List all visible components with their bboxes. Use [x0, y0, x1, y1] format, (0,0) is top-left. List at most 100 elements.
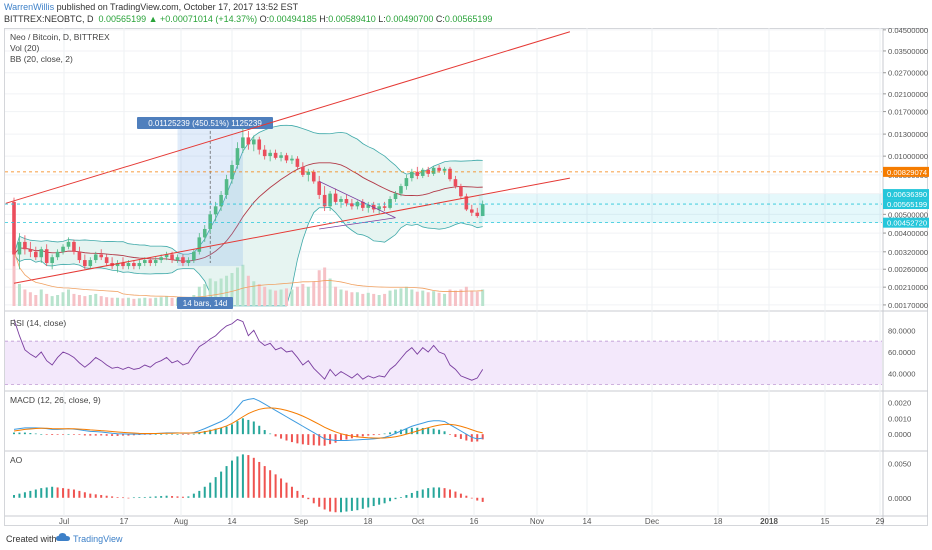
candle-body — [257, 139, 262, 150]
ao-bar — [405, 495, 408, 498]
macd-histogram-bar — [470, 434, 473, 442]
macd-histogram-bar — [258, 425, 261, 435]
support-zone — [478, 194, 882, 223]
candle-body — [164, 254, 169, 258]
price-label: 0.00452720 — [887, 219, 927, 228]
ao-bar — [367, 497, 370, 508]
rsi-legend: RSI (14, close) — [10, 318, 67, 328]
price-tick-label: 0.00170000 — [888, 301, 928, 310]
price-label-bg — [883, 189, 929, 200]
volume-bar — [83, 296, 87, 306]
ao-bar — [122, 497, 124, 499]
volume-bar — [235, 267, 239, 306]
ao-bar — [160, 496, 163, 498]
candle-body — [448, 168, 452, 180]
candle-body — [246, 137, 251, 145]
macd-histogram-bar — [171, 433, 174, 435]
macd-histogram-bar — [421, 427, 424, 435]
volume-bar — [203, 284, 207, 306]
macd-histogram-bar — [399, 429, 402, 435]
ao-bar — [470, 497, 473, 499]
rsi-tick-label: 40.0000 — [888, 370, 915, 379]
ao-bar — [89, 493, 92, 498]
macd-histogram-bar — [45, 434, 48, 435]
candle-body — [241, 137, 245, 149]
macd-histogram-bar — [481, 434, 484, 440]
author-link[interactable]: WarrenWillis — [4, 2, 55, 12]
candle-body — [311, 171, 316, 182]
volume-bar — [208, 278, 212, 306]
macd-histogram-bar — [220, 427, 223, 435]
volume-bar — [388, 290, 392, 306]
macd-histogram-bar — [236, 421, 239, 435]
candle-body — [437, 167, 441, 171]
candle-body — [382, 206, 387, 208]
macd-histogram-bar — [269, 433, 272, 435]
candle-body — [273, 152, 278, 158]
channel-lower-line — [13, 177, 570, 284]
volume-bar — [170, 297, 174, 306]
candle-body — [350, 203, 354, 207]
candle-body — [480, 204, 485, 217]
ao-bar — [67, 488, 70, 498]
tradingview-logo[interactable]: TradingView — [73, 534, 123, 544]
ao-bar — [432, 487, 435, 498]
time-tick-label: 14 — [583, 517, 592, 526]
candle-body — [17, 241, 22, 255]
macd-histogram-bar — [307, 434, 310, 445]
low-value: 0.00490700 — [385, 14, 434, 24]
volume-bar — [464, 286, 468, 306]
price-tick-label: 0.03500000 — [888, 47, 928, 56]
macd-histogram-bar — [367, 434, 370, 436]
ao-bar — [263, 466, 266, 498]
ao-bar — [307, 497, 310, 500]
created-with-label: Created with — [6, 534, 57, 544]
macd-histogram-bar — [165, 433, 168, 435]
candle-body — [404, 178, 409, 187]
candle-body — [93, 254, 98, 261]
ao-bar — [187, 496, 190, 498]
ao-legend: AO — [10, 455, 23, 465]
volume-bar — [399, 288, 403, 306]
candle-body — [104, 257, 109, 264]
macd-histogram-bar — [241, 418, 244, 435]
macd-histogram-bar — [231, 424, 233, 435]
price-label-bg — [883, 166, 929, 177]
time-tick-label: 16 — [470, 517, 479, 526]
ao-bar — [154, 496, 157, 498]
candle-body — [44, 249, 49, 264]
macd-histogram-bar — [187, 434, 190, 435]
candle-body — [192, 251, 196, 261]
volume-bar — [344, 290, 348, 306]
macd-histogram-bar — [285, 434, 288, 441]
vol-legend: Vol (20) — [10, 43, 40, 53]
candle-body — [442, 168, 447, 171]
macd-histogram-bar — [111, 434, 114, 436]
candle-body — [50, 257, 54, 264]
volume-bar — [241, 264, 245, 306]
candle-body — [333, 193, 338, 202]
volume-bar — [350, 292, 354, 306]
candle-body — [23, 241, 27, 250]
macd-legend: MACD (12, 26, close, 9) — [10, 395, 101, 405]
macd-histogram-bar — [323, 434, 326, 446]
time-tick-label: Sep — [294, 517, 309, 526]
candle-body — [475, 212, 480, 217]
ao-bar — [198, 490, 201, 498]
ao-bar — [34, 489, 37, 498]
volume-bar — [12, 251, 16, 306]
macd-histogram-bar — [427, 427, 430, 435]
volume-bar — [312, 281, 316, 306]
candle-body — [252, 139, 256, 145]
candle-body — [459, 186, 463, 197]
candle-body — [39, 249, 44, 258]
ao-bar — [132, 497, 135, 499]
ao-bar — [465, 495, 468, 498]
candle-body — [202, 228, 207, 238]
ao-bar — [105, 495, 108, 498]
symbol-label: BITTREX:NEOBTC, D — [4, 14, 94, 24]
macd-histogram-bar — [132, 434, 135, 436]
close-value: 0.00565199 — [444, 14, 493, 24]
candle-body — [121, 263, 125, 267]
